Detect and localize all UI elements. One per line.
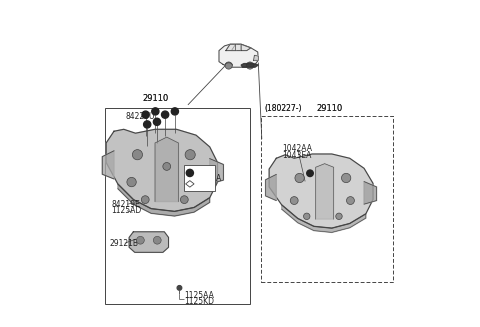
Text: (180227-): (180227-) [264,104,302,113]
Polygon shape [210,159,223,184]
Polygon shape [364,181,377,204]
Text: 1042AA: 1042AA [282,144,312,153]
Circle shape [341,173,351,183]
Circle shape [225,62,232,69]
Polygon shape [282,205,366,232]
Polygon shape [219,44,258,67]
Circle shape [347,197,354,204]
Circle shape [180,196,188,203]
Text: 29110: 29110 [142,94,168,103]
Polygon shape [265,174,276,200]
Circle shape [152,108,159,115]
Text: 29121B: 29121B [109,239,138,248]
Text: 1125AA: 1125AA [185,291,215,300]
Circle shape [177,285,182,290]
Polygon shape [155,137,179,202]
Circle shape [154,236,161,244]
Circle shape [144,121,151,128]
Text: 1125AD: 1125AD [111,206,142,215]
Circle shape [307,170,313,177]
Polygon shape [226,44,236,51]
Text: 1125KD: 1125KD [185,297,215,306]
Bar [105,108,250,303]
Circle shape [295,173,304,183]
Polygon shape [106,129,217,211]
Polygon shape [231,44,241,51]
Circle shape [303,213,310,219]
Text: 1043EA: 1043EA [282,151,312,160]
Text: 84219E: 84219E [111,200,140,209]
Text: 29110: 29110 [142,94,168,103]
Text: 29110: 29110 [316,104,343,113]
Circle shape [163,163,171,170]
Circle shape [162,111,168,118]
Circle shape [171,108,179,115]
Circle shape [154,118,160,125]
Polygon shape [102,151,114,179]
Polygon shape [269,154,373,228]
Polygon shape [253,55,258,60]
Polygon shape [316,164,334,219]
Circle shape [185,150,195,160]
Text: 82442A: 82442A [193,174,222,183]
Polygon shape [241,64,258,67]
Circle shape [132,150,143,160]
Circle shape [192,177,201,187]
Bar [261,116,393,282]
Circle shape [127,177,136,187]
Text: 29110: 29110 [316,104,343,113]
Circle shape [186,169,193,177]
Polygon shape [241,44,251,51]
Circle shape [142,111,149,118]
Bar [184,165,215,191]
Circle shape [136,236,144,244]
Polygon shape [129,232,168,252]
Circle shape [246,62,253,69]
Polygon shape [118,184,210,216]
Text: (180227-): (180227-) [264,104,302,113]
Circle shape [290,197,298,204]
Circle shape [336,213,342,219]
Text: 84220U: 84220U [125,112,155,121]
Circle shape [141,196,149,203]
